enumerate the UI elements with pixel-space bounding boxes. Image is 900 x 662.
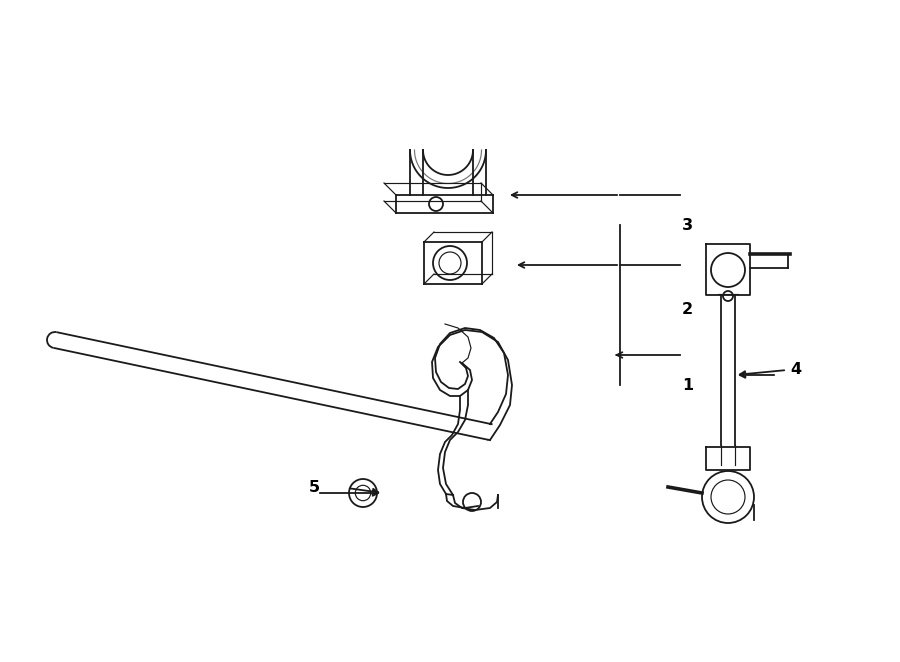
Text: 4: 4 (790, 363, 801, 377)
Text: 1: 1 (682, 377, 693, 393)
Text: 5: 5 (309, 481, 320, 495)
Text: 3: 3 (682, 218, 693, 232)
Text: 2: 2 (682, 303, 693, 318)
